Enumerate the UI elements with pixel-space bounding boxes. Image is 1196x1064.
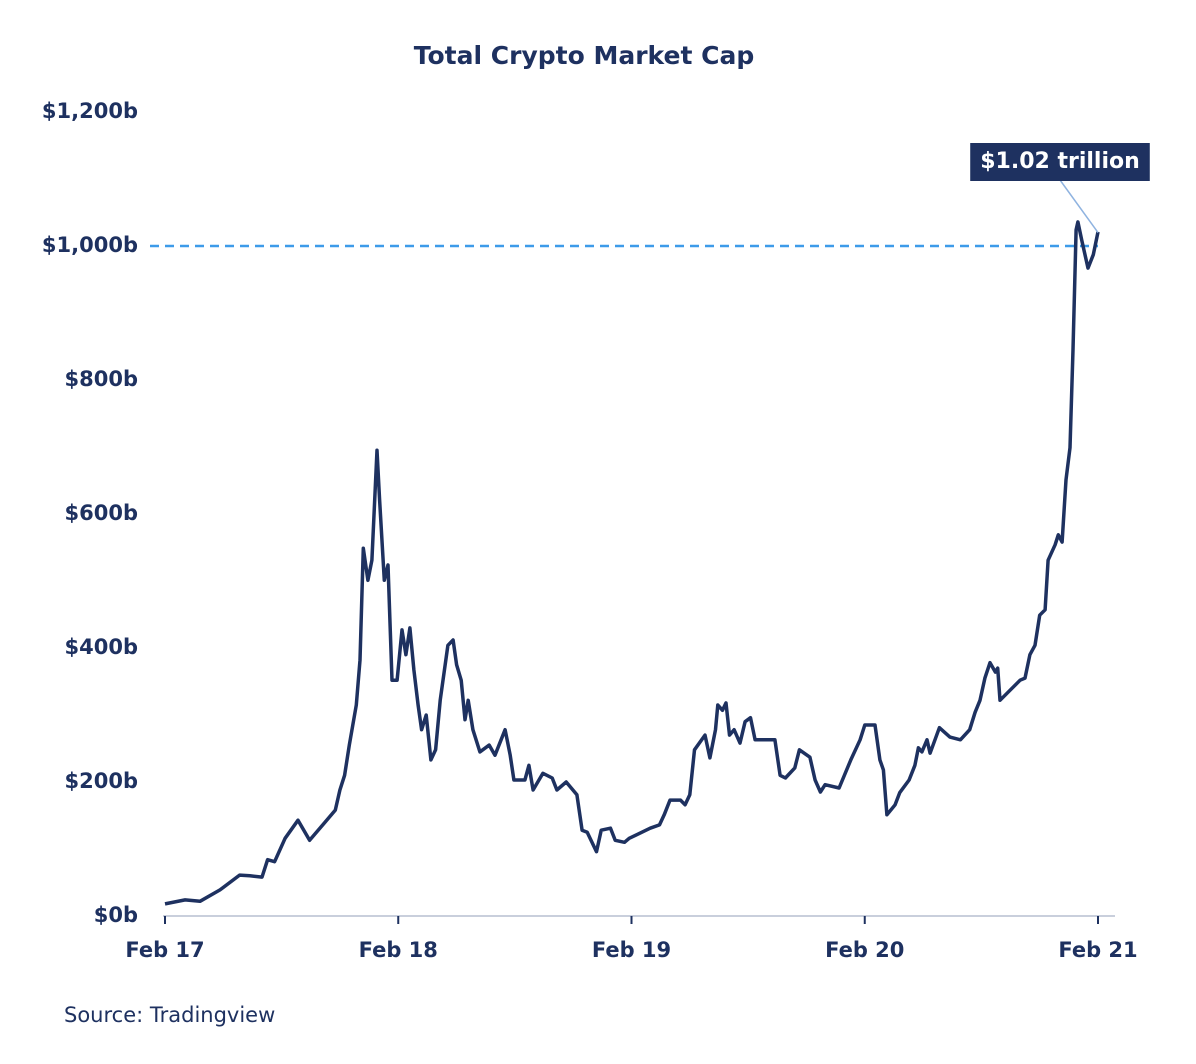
line	[164, 220, 1100, 906]
y-tick-label: $400b	[65, 635, 138, 659]
y-tick-label: $600b	[65, 501, 138, 525]
y-tick-label: $200b	[65, 769, 138, 793]
annotation-label: $1.02 trillion	[980, 149, 1140, 174]
y-tick-label: $0b	[94, 903, 138, 927]
x-tick-label: Feb 19	[592, 938, 671, 962]
y-tick-label: $1,200b	[42, 99, 138, 123]
annotation-leader	[1059, 179, 1099, 234]
annotation-box	[970, 143, 1150, 181]
y-tick-label: $800b	[65, 367, 138, 391]
x-tick-label: Feb 20	[825, 938, 904, 962]
y-tick-label: $1,000b	[42, 233, 138, 257]
annotation: $1.02 trillion	[970, 143, 1150, 181]
x-tick-label: Feb 17	[125, 938, 204, 962]
source: Source: Tradingview	[64, 1003, 275, 1027]
chart-title: Total Crypto Market Cap	[414, 41, 754, 70]
x-tick-label: Feb 21	[1058, 938, 1137, 962]
x-tick-label: Feb 18	[359, 938, 438, 962]
